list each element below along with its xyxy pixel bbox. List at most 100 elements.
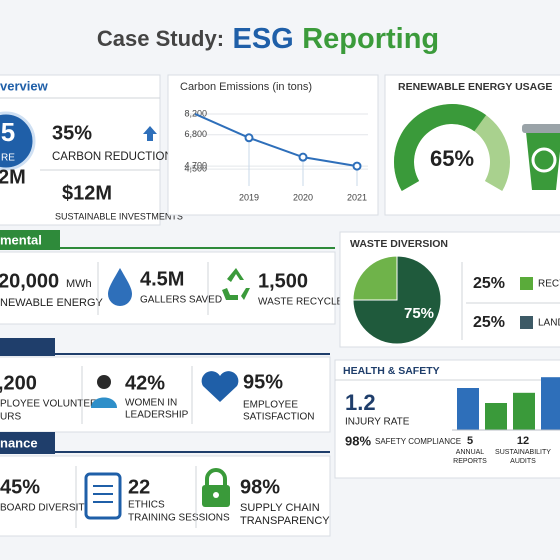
kpi-label: LEADERSHIP <box>125 410 189 421</box>
kpi-value: 2M <box>0 166 26 188</box>
kpi-label: NEWABLE ENERGY <box>0 297 104 309</box>
kpi-value: 22 <box>128 476 150 498</box>
score-value: 5 <box>1 117 15 147</box>
pie-slice <box>352 255 398 301</box>
kpi-label: EMPLOYEE <box>243 400 298 411</box>
title-acronym: ESG <box>232 23 293 55</box>
environmental-panel <box>0 251 336 325</box>
bar <box>457 388 479 430</box>
gauge-value <box>394 103 487 191</box>
gauge-label: 65% <box>430 146 474 171</box>
bar-chart <box>452 377 560 431</box>
stat-value: 5 <box>467 435 473 447</box>
legend-value: 25% <box>473 275 505 292</box>
carbon-panel <box>167 74 379 216</box>
kpi-label: BOARD DIVERSITY <box>0 503 91 514</box>
bar <box>513 392 535 430</box>
governance-panel <box>0 455 331 537</box>
x-tick-label: 2021 <box>347 192 367 202</box>
lock-icon <box>202 468 230 507</box>
slice-label: 75% <box>404 305 434 322</box>
kpi-value: 4.5M <box>140 268 184 290</box>
pie-slice <box>352 255 442 345</box>
panel-title: HEALTH & SAFETY <box>343 365 440 377</box>
kpi-label: SATISFACTION <box>243 412 315 423</box>
x-tick-label: 2020 <box>293 192 313 202</box>
kpi-label: CARBON REDUCTION <box>52 151 173 163</box>
panel-title: RENEWABLE ENERGY USAGE <box>398 81 552 93</box>
kpi-value: 98% <box>240 476 280 498</box>
y-tick-label: 4,500 <box>184 163 207 173</box>
overview-title: verview <box>0 78 49 93</box>
section-title: mental <box>0 232 42 247</box>
social-panel <box>0 356 331 433</box>
kpi-value: $12M <box>62 182 112 204</box>
kpi-value: 1.2 <box>345 390 376 415</box>
y-tick-label: 4,700 <box>184 160 207 170</box>
gauge <box>394 103 511 191</box>
kpi-value: 95% <box>243 371 283 393</box>
kpi-label: SUSTAINABLE INVESTMENTS <box>55 211 183 221</box>
chart-title: Carbon Emissions (in tons) <box>180 81 312 93</box>
kpi-value: 98% <box>345 433 371 448</box>
page-title: Case Study: ESG Reporting <box>97 23 439 55</box>
section-header <box>0 338 55 356</box>
legend: 25% RECY 25% LAND <box>466 275 560 331</box>
section-title: nance <box>0 435 38 450</box>
kpi-value: 45% <box>0 476 40 498</box>
kpi-unit: MWh <box>66 278 92 290</box>
kpi-value: 42% <box>125 372 165 394</box>
kpi-value: 1,500 <box>258 270 308 292</box>
score-circle <box>0 111 36 171</box>
kpi-label: WOMEN IN <box>125 398 177 409</box>
kpi-value: 35% <box>52 122 92 144</box>
kpi-label: INJURY RATE <box>345 417 410 428</box>
point <box>298 152 308 162</box>
recycle-icon <box>222 268 250 300</box>
bar <box>541 377 560 430</box>
kpi-label: URS <box>0 412 21 423</box>
legend-label: RECY <box>538 279 560 290</box>
kpi-label: TRANSPARENCY <box>240 515 330 527</box>
drop-icon <box>108 268 132 306</box>
section-header <box>0 432 55 454</box>
legend-swatch <box>520 277 533 290</box>
document-icon <box>84 472 122 520</box>
kpi-value: 20,000 <box>0 270 59 292</box>
section-header <box>0 230 60 250</box>
score-label: RE <box>1 153 15 164</box>
kpi-label: SUPPLY CHAIN <box>240 502 320 514</box>
stat-value: 12 <box>517 435 529 447</box>
legend-swatch <box>520 316 533 329</box>
kpi-label: WASTE RECYCLED <box>258 297 350 308</box>
recycle-bin-icon <box>522 124 560 190</box>
kpi-label: PLOYEE VOLUNTEER <box>0 399 104 410</box>
stat-label: REPORTS <box>453 458 487 465</box>
point <box>352 161 362 171</box>
stat-label: SUSTAINABILITY <box>495 449 551 456</box>
person-icon <box>91 375 117 408</box>
x-tick-label: 2019 <box>239 192 259 202</box>
legend-label: LAND <box>538 318 560 329</box>
pie-chart: 75% <box>352 255 442 345</box>
legend-value: 25% <box>473 314 505 331</box>
kpi-label: SAFETY COMPLIANCE <box>375 437 461 446</box>
kpi-label: TRAINING SESSIONS <box>128 513 230 524</box>
kpi-label: ETHICS <box>128 500 165 511</box>
up-arrow-icon <box>143 126 157 141</box>
bar <box>485 403 507 430</box>
kpi-value: ,200 <box>0 372 37 394</box>
kpi-label: GALLERS SAVED <box>140 295 222 306</box>
panel-title: WASTE DIVERSION <box>350 238 448 250</box>
heart-icon <box>201 371 239 402</box>
title-prefix: Case Study: <box>97 26 224 51</box>
point <box>244 133 254 143</box>
y-tick-label: 6,800 <box>184 129 207 139</box>
stat-label: AUDITS <box>510 458 536 465</box>
line <box>194 113 358 168</box>
stat-label: ANNUAL <box>456 449 485 456</box>
title-word: Reporting <box>302 23 439 55</box>
